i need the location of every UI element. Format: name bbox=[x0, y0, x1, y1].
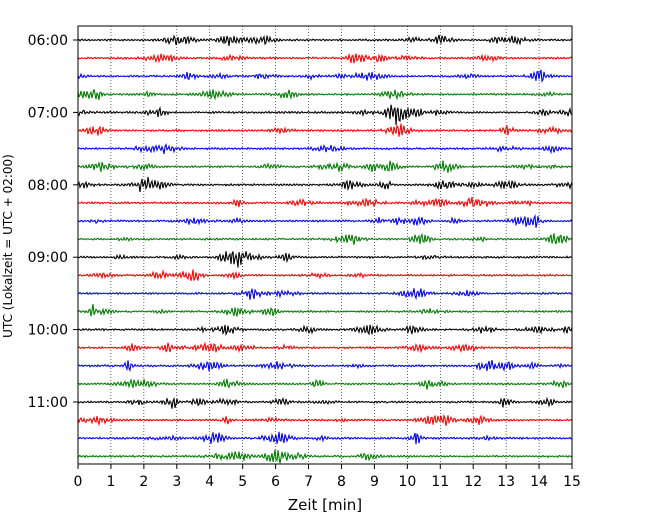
trace-1015 bbox=[77, 341, 573, 354]
trace-0715 bbox=[77, 123, 573, 137]
y-axis-ticks: 06:00 07:00 08:00 09:00 10:00 11:00 bbox=[28, 33, 78, 411]
y-tick-label: 10:00 bbox=[28, 323, 68, 339]
trace-0815 bbox=[77, 196, 573, 209]
x-tick-label: 10 bbox=[398, 474, 416, 490]
vertical-grid-lines bbox=[110, 26, 540, 464]
y-tick-label: 08:00 bbox=[28, 178, 68, 194]
trace-0700 bbox=[77, 104, 573, 126]
trace-1145 bbox=[77, 449, 573, 464]
x-tick-label: 6 bbox=[271, 474, 280, 490]
trace-0645 bbox=[77, 89, 573, 101]
x-tick-label: 9 bbox=[370, 474, 379, 490]
y-tick-label: 07:00 bbox=[28, 105, 68, 121]
x-tick-label: 8 bbox=[337, 474, 346, 490]
trace-0800 bbox=[77, 176, 573, 193]
trace-0830 bbox=[77, 213, 573, 228]
trace-1100 bbox=[77, 396, 573, 409]
x-tick-label: 14 bbox=[530, 474, 548, 490]
trace-1030 bbox=[77, 359, 573, 373]
x-tick-label: 5 bbox=[238, 474, 247, 490]
x-tick-label: 13 bbox=[497, 474, 515, 490]
x-tick-label: 0 bbox=[74, 474, 83, 490]
trace-0915 bbox=[77, 269, 573, 281]
y-tick-label: 06:00 bbox=[28, 33, 68, 49]
x-tick-label: 11 bbox=[431, 474, 449, 490]
trace-1000 bbox=[77, 324, 573, 337]
y-axis-label: UTC (Lokalzeit = UTC + 02:00) bbox=[1, 154, 15, 338]
trace-0745 bbox=[77, 160, 573, 173]
x-tick-label: 12 bbox=[464, 474, 482, 490]
y-tick-label: 09:00 bbox=[28, 250, 68, 266]
x-tick-label: 7 bbox=[304, 474, 313, 490]
trace-1130 bbox=[77, 431, 573, 445]
trace-1115 bbox=[77, 413, 573, 427]
x-tick-label: 3 bbox=[172, 474, 181, 490]
trace-0630 bbox=[77, 69, 573, 84]
x-axis-ticks: 0 1 2 3 4 5 6 7 8 9 10 11 12 13 14 15 bbox=[74, 464, 581, 490]
trace-0615 bbox=[77, 52, 573, 64]
trace-0845 bbox=[77, 232, 573, 245]
trace-0600 bbox=[77, 34, 573, 47]
y-tick-label: 11:00 bbox=[28, 395, 68, 411]
trace-0930 bbox=[77, 288, 573, 301]
x-tick-label: 1 bbox=[106, 474, 115, 490]
plot-frame bbox=[77, 25, 573, 465]
x-tick-label: 4 bbox=[205, 474, 214, 490]
seismic-traces bbox=[77, 34, 573, 464]
trace-1045 bbox=[77, 377, 573, 390]
trace-0730 bbox=[77, 142, 573, 155]
x-axis-label: Zeit [min] bbox=[288, 496, 362, 514]
x-tick-label: 15 bbox=[563, 474, 581, 490]
x-tick-label: 2 bbox=[139, 474, 148, 490]
trace-0945 bbox=[77, 303, 573, 317]
trace-0900 bbox=[77, 251, 573, 268]
